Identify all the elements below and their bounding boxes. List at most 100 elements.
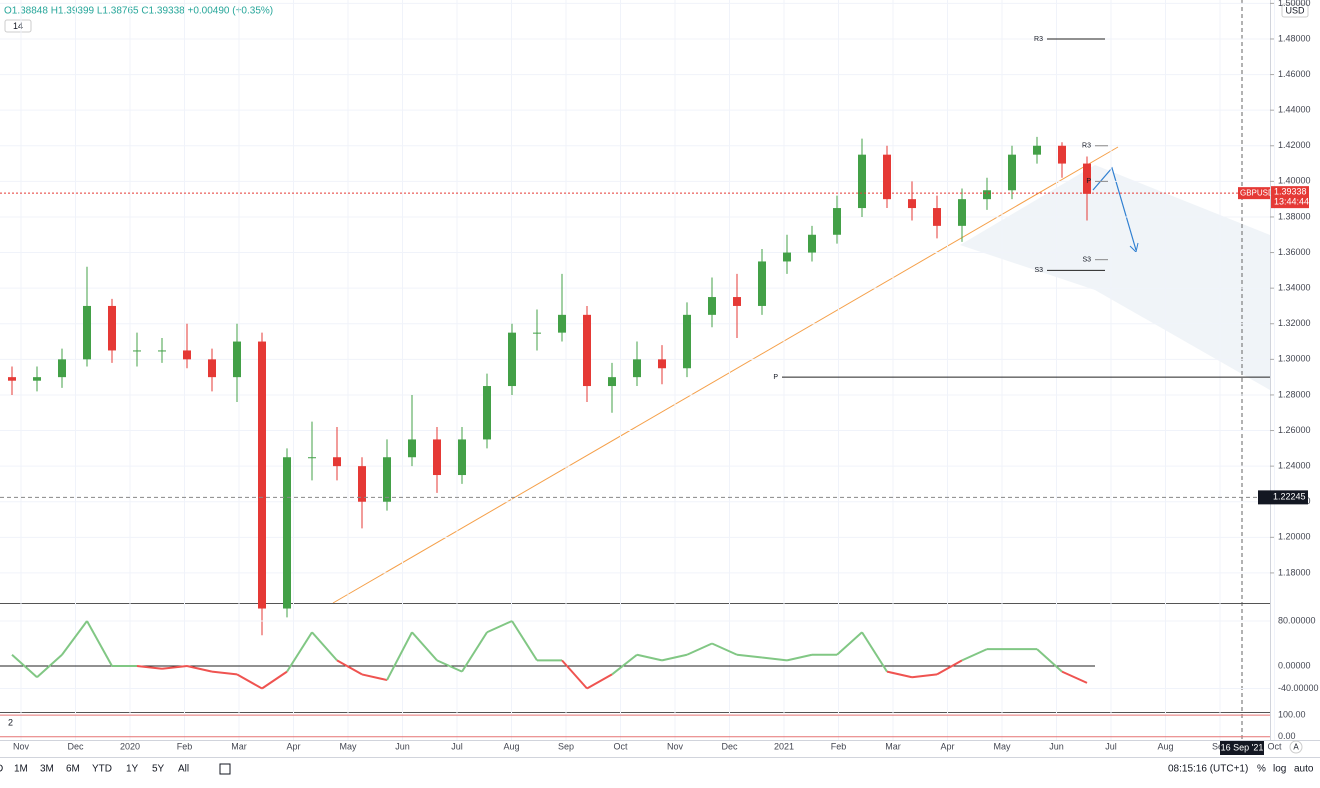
pivot-label: P: [773, 374, 778, 381]
candle-body: [683, 314, 691, 369]
lower-tick-label: 0.00: [1278, 731, 1296, 741]
candle-body: [458, 439, 466, 476]
toolbar: D 1M 3M 6M YTD 1Y 5Y All: [0, 763, 231, 775]
candle-body: [758, 261, 766, 306]
candle-body: [608, 377, 616, 387]
range-button[interactable]: YTD: [92, 764, 112, 775]
projection-arrow: [1092, 166, 1137, 251]
symbol-label: GBPUSD: [1240, 188, 1274, 197]
cursor-date-tag: [1220, 741, 1264, 755]
y-tick-label: 1.42000: [1278, 140, 1311, 150]
candle-body: [258, 341, 266, 609]
y-tick-label: 1.44000: [1278, 105, 1311, 115]
range-button[interactable]: 5Y: [152, 764, 165, 775]
osc-segment: [86, 620, 113, 667]
y-tick-label: 1.36000: [1278, 247, 1311, 257]
badge-circle[interactable]: [1289, 740, 1303, 754]
candle-body: [783, 252, 791, 262]
osc-segment: [61, 620, 88, 656]
candle-body: [83, 305, 91, 360]
candle-body: [8, 377, 16, 381]
osc-segment: [1036, 648, 1063, 673]
marker-tag: [1258, 490, 1308, 505]
trend-line: [332, 146, 1119, 604]
x-tick-label: Apr: [286, 741, 300, 751]
countdown-label: 13:44:44: [1274, 197, 1309, 207]
log-toggle[interactable]: log: [1273, 764, 1286, 775]
osc-segment: [861, 631, 888, 673]
x-tick-label: Dec: [67, 741, 84, 751]
pivot-label: S3: [1082, 257, 1091, 264]
lower-pane-label: 2: [8, 717, 13, 727]
pivot-label: R3: [1082, 143, 1091, 150]
osc-segment: [836, 631, 863, 656]
osc-segment: [11, 653, 38, 678]
osc-segment: [186, 665, 213, 673]
range-button[interactable]: All: [178, 764, 189, 775]
x-tick-label: Mar: [885, 741, 901, 751]
date-range-icon[interactable]: [219, 763, 231, 775]
candle-body: [583, 314, 591, 387]
y-tick-label: 1.18000: [1278, 567, 1311, 577]
osc-tick-label: 0.00000: [1278, 660, 1311, 670]
range-button[interactable]: 6M: [66, 764, 80, 775]
candle-body: [333, 457, 341, 467]
pivot-label: S3: [1034, 267, 1043, 274]
candle-body: [1058, 145, 1066, 164]
osc-segment: [436, 659, 463, 673]
percent-toggle[interactable]: %: [1257, 764, 1266, 775]
indicator-box[interactable]: [4, 19, 32, 33]
range-button[interactable]: 1Y: [126, 764, 139, 775]
x-tick-label: Mar: [231, 741, 247, 751]
osc-segment: [886, 670, 913, 679]
x-tick-label: Nov: [667, 741, 684, 751]
auto-toggle[interactable]: auto: [1294, 764, 1314, 775]
lower-tick-label: 100.00: [1278, 710, 1306, 720]
candle-body: [183, 350, 191, 360]
osc-segment: [286, 631, 313, 673]
candle-body: [558, 314, 566, 333]
candle-body: [908, 199, 916, 209]
candle-body: [508, 332, 516, 387]
range-button[interactable]: 1M: [14, 764, 28, 775]
x-tick-label: Jun: [1049, 741, 1064, 751]
osc-segment: [636, 653, 663, 662]
osc-segment: [586, 673, 613, 690]
osc-segment: [386, 631, 413, 681]
range-button[interactable]: 3M: [40, 764, 54, 775]
osc-segment: [261, 670, 288, 690]
x-tick-label: Dec: [721, 741, 738, 751]
candle-body: [433, 439, 441, 476]
osc-segment: [1061, 670, 1088, 684]
y-tick-label: 1.24000: [1278, 461, 1311, 471]
candle-body: [633, 359, 641, 378]
candle-body: [1033, 145, 1041, 155]
x-tick-label: Jul: [451, 741, 463, 751]
x-tick-label: Feb: [831, 741, 847, 751]
osc-segment: [736, 653, 763, 659]
range-button[interactable]: D: [0, 764, 3, 775]
x-tick-label: Oct: [613, 741, 628, 751]
currency-box[interactable]: [1281, 3, 1309, 18]
y-tick-label: 1.28000: [1278, 389, 1311, 399]
x-tick-label: May: [339, 741, 357, 751]
arrow-head: [1129, 242, 1139, 253]
candle-body: [808, 234, 816, 253]
y-tick-label: 1.50000: [1278, 0, 1311, 8]
indicator-length: 14: [13, 21, 23, 31]
y-tick-label: 1.48000: [1278, 33, 1311, 43]
y-tick-label: 1.40000: [1278, 176, 1311, 186]
osc-segment: [461, 631, 488, 673]
x-tick-label: 2021: [774, 741, 794, 751]
regression-channel: [960, 165, 1270, 390]
cursor-date: 16 Sep '21: [1221, 742, 1264, 752]
candle-body: [483, 386, 491, 440]
osc-segment: [661, 653, 688, 662]
pivot-label: P: [1086, 178, 1091, 185]
candle-body: [33, 377, 41, 381]
candle-body: [1008, 154, 1016, 191]
y-tick-label: 1.34000: [1278, 283, 1311, 293]
x-tick-label: Apr: [940, 741, 954, 751]
